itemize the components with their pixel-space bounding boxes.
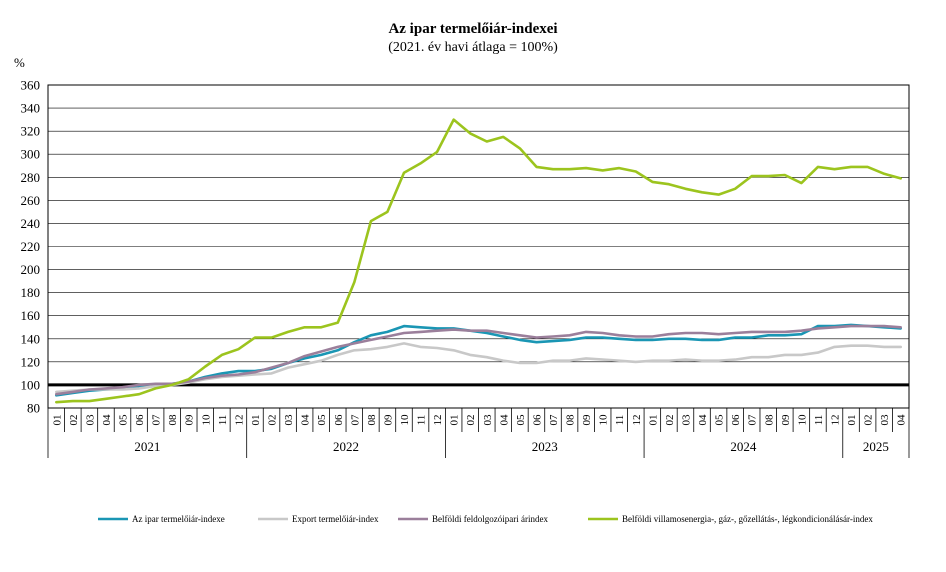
year-label: 2025 (863, 439, 889, 454)
y-tick-label: 360 (21, 78, 41, 93)
x-tick-label: 07 (747, 414, 759, 426)
x-tick-label: 12 (432, 415, 444, 426)
x-tick-label: 06 (730, 414, 742, 426)
x-tick-label: 09 (184, 414, 196, 426)
y-tick-label: 340 (21, 101, 41, 116)
chart-title: Az ipar termelőiár-indexei (388, 21, 557, 37)
y-tick-label: 160 (21, 308, 41, 323)
y-tick-label: 280 (21, 170, 41, 185)
x-axis: 01 02 03 04 05 06 07 08 09 10 11 12 01 02 03 04 05 06 07 08… (47, 408, 910, 458)
x-tick-label: 02 (68, 415, 80, 426)
x-tick-label: 12 (631, 415, 643, 426)
y-tick-label: 220 (21, 239, 41, 254)
y-tick-label: 300 (21, 147, 41, 162)
x-tick-label: 11 (416, 415, 428, 426)
x-tick-label: 02 (267, 415, 279, 426)
x-tick-label: 07 (151, 414, 163, 426)
x-tick-label: 04 (101, 414, 113, 426)
gridlines (48, 84, 909, 409)
y-tick-label: 260 (21, 193, 41, 208)
x-tick-label: 11 (614, 415, 626, 426)
x-tick-label: 06 (134, 414, 146, 426)
x-tick-label: 09 (581, 414, 593, 426)
legend-label: Az ipar termelőiár-indexe (132, 514, 225, 524)
legend-label: Belföldi feldolgozóipari árindex (432, 514, 548, 524)
y-tick-label: 120 (21, 354, 41, 369)
y-tick-label: 80 (27, 401, 40, 416)
year-label: 2021 (134, 439, 160, 454)
x-tick-label: 04 (498, 414, 510, 426)
legend: Az ipar termelőiár-indexe Export termelői… (98, 514, 873, 524)
x-tick-label: 02 (465, 415, 477, 426)
x-tick-label: 02 (664, 415, 676, 426)
x-tick-label: 02 (863, 415, 875, 426)
y-tick-label: 320 (21, 124, 41, 139)
x-tick-label: 01 (846, 415, 858, 426)
x-tick-label: 04 (896, 414, 908, 426)
x-tick-label: 04 (300, 414, 312, 426)
x-tick-label: 08 (366, 414, 378, 426)
x-tick-label: 10 (200, 414, 212, 426)
x-tick-label: 09 (780, 414, 792, 426)
y-axis-label: % (14, 55, 25, 70)
year-label: 2023 (532, 439, 558, 454)
series-line (54, 118, 903, 404)
x-tick-label: 12 (829, 415, 841, 426)
series-line (54, 324, 903, 396)
x-tick-label: 05 (316, 414, 328, 426)
y-axis-ticks: 80 100 120 140 160 180 200 220 240 260 280 300 320 34… (21, 78, 41, 416)
x-tick-label: 07 (349, 414, 361, 426)
x-tick-label: 11 (813, 415, 825, 426)
x-tick-label: 09 (382, 414, 394, 426)
x-tick-label: 01 (449, 415, 461, 426)
x-tick-label: 10 (598, 414, 610, 426)
x-tick-label: 08 (763, 414, 775, 426)
chart-subtitle: (2021. év havi átlaga = 100%) (388, 40, 558, 55)
x-tick-label: 06 (531, 414, 543, 426)
x-tick-label: 05 (515, 414, 527, 426)
legend-label: Belföldi villamosenergia-, gáz-, gőzellá… (622, 514, 873, 524)
x-tick-label: 03 (879, 414, 891, 426)
x-tick-label: 03 (680, 414, 692, 426)
x-tick-label: 03 (482, 414, 494, 426)
x-tick-label: 07 (548, 414, 560, 426)
x-tick-label: 01 (647, 415, 659, 426)
x-tick-label: 01 (250, 415, 262, 426)
x-tick-label: 04 (697, 414, 709, 426)
x-tick-label: 03 (84, 414, 96, 426)
series-lines (54, 118, 903, 404)
x-tick-label: 12 (233, 415, 245, 426)
x-tick-label: 10 (399, 414, 411, 426)
x-tick-label: 06 (333, 414, 345, 426)
y-tick-label: 100 (21, 377, 41, 392)
y-tick-label: 180 (21, 285, 41, 300)
x-tick-label: 05 (118, 414, 130, 426)
x-tick-label: 11 (217, 415, 229, 426)
x-tick-label: 10 (796, 414, 808, 426)
legend-label: Export termelőiár-index (292, 514, 379, 524)
x-tick-label: 08 (167, 414, 179, 426)
year-label: 2024 (730, 439, 757, 454)
year-label: 2022 (333, 439, 359, 454)
x-tick-label: 01 (51, 415, 63, 426)
y-tick-label: 240 (21, 216, 41, 231)
x-tick-label: 08 (565, 414, 577, 426)
y-tick-label: 140 (21, 331, 41, 346)
x-tick-label: 03 (283, 414, 295, 426)
x-tick-label: 05 (714, 414, 726, 426)
y-tick-label: 200 (21, 262, 41, 277)
